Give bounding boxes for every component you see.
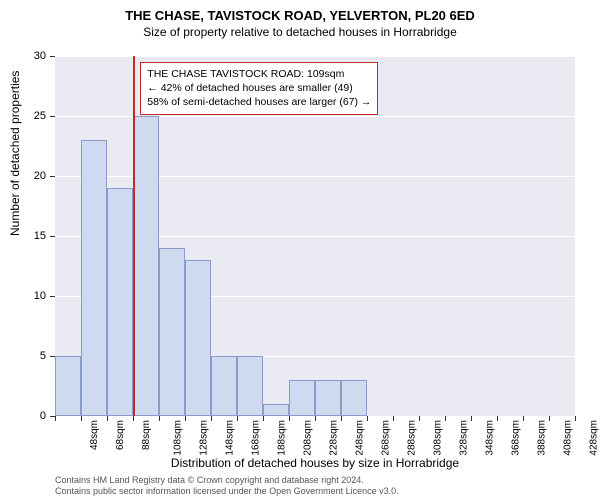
y-tick-label: 15 <box>34 230 46 242</box>
x-tick-mark <box>107 416 108 421</box>
footer-line-2: Contains public sector information licen… <box>55 486 399 497</box>
x-tick-mark <box>341 416 342 421</box>
x-tick-mark <box>471 416 472 421</box>
x-tick-label: 88sqm <box>141 420 152 450</box>
y-axis-labels: 051015202530 <box>0 56 50 416</box>
x-tick-label: 308sqm <box>433 420 444 456</box>
annotation-line-2: ← 42% of detached houses are smaller (49… <box>147 81 371 95</box>
x-tick-mark <box>523 416 524 421</box>
x-tick-mark <box>237 416 238 421</box>
histogram-bar <box>237 356 263 416</box>
histogram-bar <box>211 356 237 416</box>
annotation-line-3: 58% of semi-detached houses are larger (… <box>147 95 371 109</box>
y-tick-label: 20 <box>34 170 46 182</box>
y-tick-label: 0 <box>40 410 46 422</box>
y-tick-label: 10 <box>34 290 46 302</box>
chart-container: THE CHASE, TAVISTOCK ROAD, YELVERTON, PL… <box>0 0 600 500</box>
x-tick-label: 248sqm <box>355 420 366 456</box>
footer-line-1: Contains HM Land Registry data © Crown c… <box>55 475 399 486</box>
x-tick-mark <box>497 416 498 421</box>
x-tick-label: 408sqm <box>563 420 574 456</box>
y-tick-mark <box>50 56 55 57</box>
y-tick-mark <box>50 116 55 117</box>
x-tick-mark <box>263 416 264 421</box>
x-tick-mark <box>185 416 186 421</box>
histogram-bar <box>289 380 315 416</box>
footer-attribution: Contains HM Land Registry data © Crown c… <box>55 475 399 498</box>
x-tick-mark <box>133 416 134 421</box>
y-tick-label: 30 <box>34 50 46 62</box>
y-tick-mark <box>50 176 55 177</box>
annotation-box: THE CHASE TAVISTOCK ROAD: 109sqm← 42% of… <box>140 62 378 115</box>
x-axis-labels: 48sqm 68sqm 88sqm 108sqm 128sqm 148sqm 168sqm 1… <box>55 420 575 460</box>
x-tick-mark <box>211 416 212 421</box>
histogram-bar <box>81 140 107 416</box>
x-tick-label: 68sqm <box>115 420 126 450</box>
x-tick-mark <box>419 416 420 421</box>
x-tick-mark <box>445 416 446 421</box>
plot-area: THE CHASE TAVISTOCK ROAD: 109sqm← 42% of… <box>55 56 575 416</box>
y-tick-mark <box>50 236 55 237</box>
histogram-bar <box>55 356 81 416</box>
x-tick-mark <box>289 416 290 421</box>
x-tick-mark <box>159 416 160 421</box>
x-tick-label: 268sqm <box>381 420 392 456</box>
x-tick-label: 288sqm <box>407 420 418 456</box>
x-tick-label: 188sqm <box>277 420 288 456</box>
histogram-bar <box>185 260 211 416</box>
x-tick-label: 428sqm <box>589 420 600 456</box>
y-tick-label: 25 <box>34 110 46 122</box>
x-tick-label: 328sqm <box>459 420 470 456</box>
histogram-bar <box>107 188 133 416</box>
x-tick-mark <box>575 416 576 421</box>
x-tick-label: 368sqm <box>511 420 522 456</box>
x-tick-mark <box>549 416 550 421</box>
x-tick-label: 148sqm <box>225 420 236 456</box>
reference-line <box>133 56 135 416</box>
x-tick-label: 168sqm <box>251 420 262 456</box>
x-tick-mark <box>315 416 316 421</box>
x-tick-label: 388sqm <box>537 420 548 456</box>
chart-title: THE CHASE, TAVISTOCK ROAD, YELVERTON, PL… <box>0 0 600 23</box>
x-tick-mark <box>55 416 56 421</box>
x-tick-label: 48sqm <box>89 420 100 450</box>
x-tick-label: 108sqm <box>173 420 184 456</box>
x-tick-label: 348sqm <box>485 420 496 456</box>
histogram-bar <box>133 116 159 416</box>
histogram-bar <box>341 380 367 416</box>
y-tick-label: 5 <box>40 350 46 362</box>
plot-background: THE CHASE TAVISTOCK ROAD: 109sqm← 42% of… <box>55 56 575 416</box>
x-tick-label: 208sqm <box>303 420 314 456</box>
y-tick-mark <box>50 296 55 297</box>
histogram-bar <box>263 404 289 416</box>
x-tick-mark <box>393 416 394 421</box>
x-axis-title: Distribution of detached houses by size … <box>55 456 575 470</box>
x-tick-mark <box>367 416 368 421</box>
x-tick-label: 128sqm <box>199 420 210 456</box>
histogram-bar <box>315 380 341 416</box>
x-tick-label: 228sqm <box>329 420 340 456</box>
chart-subtitle: Size of property relative to detached ho… <box>0 23 600 39</box>
histogram-bar <box>159 248 185 416</box>
x-tick-mark <box>81 416 82 421</box>
annotation-line-1: THE CHASE TAVISTOCK ROAD: 109sqm <box>147 67 371 81</box>
